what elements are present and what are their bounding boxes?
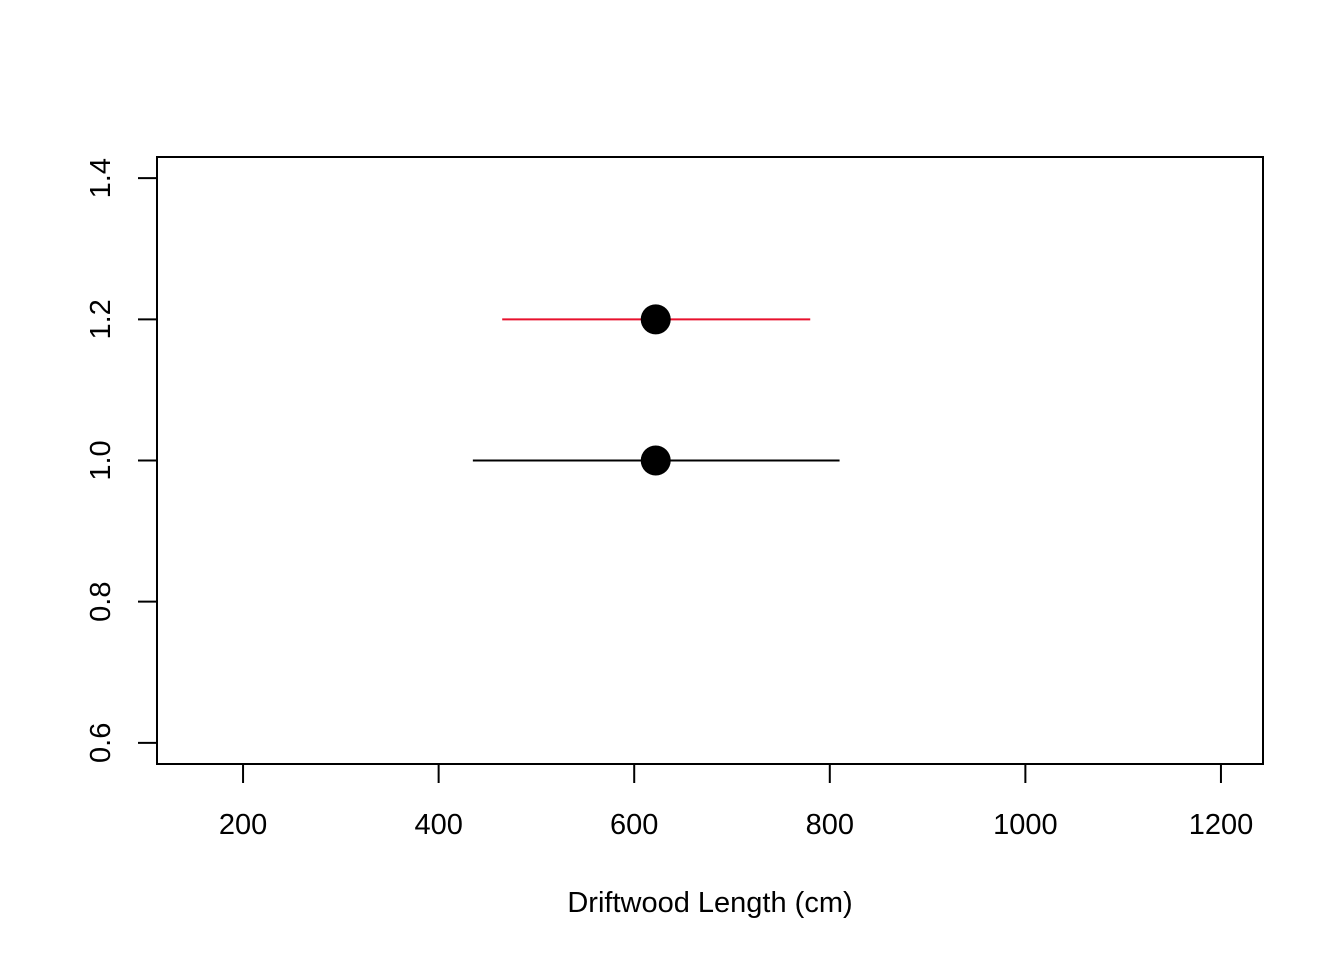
- x-tick-label: 1000: [993, 809, 1058, 841]
- y-axis: 0.6 0.8 1.0 1.2 1.4: [85, 158, 158, 763]
- y-tick-label: 1.4: [85, 158, 117, 198]
- x-tick-label: 200: [219, 809, 267, 841]
- y-tick-label: 1.0: [85, 440, 117, 480]
- x-tick-label: 600: [610, 809, 658, 841]
- y-tick-label: 0.6: [85, 723, 117, 763]
- data-point: [640, 304, 671, 335]
- x-axis-label: Driftwood Length (cm): [567, 887, 852, 919]
- x-tick-label: 400: [414, 809, 462, 841]
- x-tick-label: 1200: [1189, 809, 1254, 841]
- y-tick-label: 1.2: [85, 299, 117, 339]
- y-tick-label: 0.8: [85, 581, 117, 621]
- x-tick-label: 800: [806, 809, 854, 841]
- series-layer: [472, 304, 840, 476]
- data-point: [640, 445, 671, 476]
- x-axis: 200 400 600 800 1000 1200: [219, 763, 1254, 841]
